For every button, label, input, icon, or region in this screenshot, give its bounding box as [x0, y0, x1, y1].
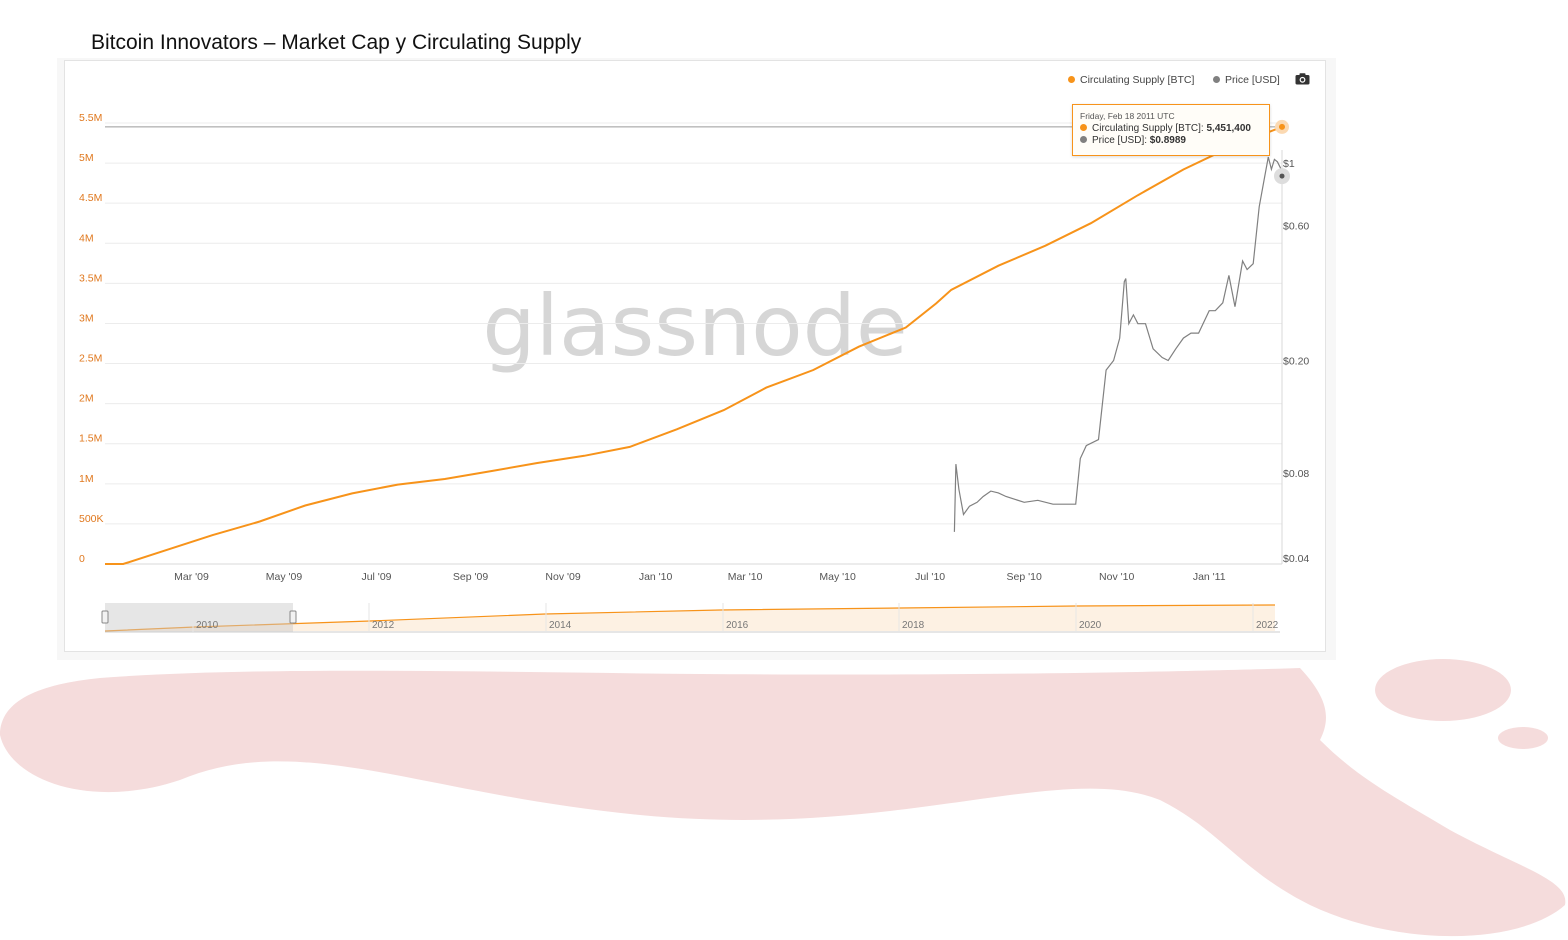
y-left-tick-label: 5M: [79, 152, 94, 164]
navigator-year-label: 2010: [196, 620, 219, 631]
tooltip-supply-label: Circulating Supply [BTC]:: [1092, 122, 1207, 134]
tooltip-price-value: $0.8989: [1149, 135, 1186, 146]
background-blob-circle: [1375, 659, 1511, 721]
x-tick-label: Nov '09: [545, 571, 580, 583]
supply-series-line: [105, 125, 1283, 565]
y-right-tick-label: $1: [1283, 158, 1295, 170]
y-left-tick-label: 3.5M: [79, 272, 102, 284]
tooltip-supply-dot: [1080, 123, 1087, 131]
navigator-area: [105, 605, 1275, 631]
navigator-year-label: 2020: [1079, 620, 1102, 631]
x-tick-label: Nov '10: [1099, 571, 1134, 583]
y-right-tick-label: $0.04: [1283, 553, 1309, 565]
navigator-handle[interactable]: [101, 610, 109, 624]
y-left-tick-label: 2.5M: [79, 353, 102, 365]
y-left-tick-label: 5.5M: [79, 112, 102, 124]
tooltip-supply-row: Circulating Supply [BTC]: 5,451,400: [1080, 123, 1262, 136]
legend-price-label: Price [USD]: [1225, 74, 1280, 86]
navigator-year-label: 2018: [902, 620, 925, 631]
navigator-year-label: 2022: [1256, 620, 1279, 631]
x-tick-label: May '09: [266, 571, 303, 583]
tooltip-supply-value: 5,451,400: [1206, 122, 1252, 134]
watermark: glassnode: [482, 277, 907, 375]
x-tick-label: Jan '11: [1193, 571, 1226, 583]
navigator-handle[interactable]: [289, 610, 297, 624]
data-tooltip: Friday, Feb 18 2011 UTC Circulating Supp…: [1072, 104, 1270, 156]
slide-title: Bitcoin Innovators – Market Cap y Circul…: [91, 31, 582, 54]
y-right-tick-label: $0.08: [1283, 468, 1309, 480]
price-series-line: [953, 156, 1283, 532]
navigator-year-label: 2014: [549, 620, 572, 631]
price-legend-dot: [1213, 76, 1220, 83]
navigator-selection: [105, 603, 293, 632]
background-blob-dot: [1498, 727, 1548, 749]
navigator-supply-line: [104, 604, 1276, 632]
y-left-tick-label: 1M: [79, 473, 94, 485]
y-left-tick-label: 1.5M: [79, 433, 102, 445]
x-tick-label: Mar '10: [728, 571, 763, 583]
x-tick-label: Jan '10: [639, 571, 673, 583]
tooltip-price-row: Price [USD]: $0.8989: [1080, 135, 1262, 148]
y-right-tick-label: $0.20: [1283, 356, 1309, 368]
y-left-tick-label: 2M: [79, 393, 94, 405]
tooltip-date: Friday, Feb 18 2011 UTC: [1080, 111, 1175, 121]
legend-item-price[interactable]: Price [USD]: [1213, 74, 1280, 86]
tooltip-price-dot: [1080, 136, 1087, 143]
supply-legend-dot: [1068, 76, 1075, 83]
y-left-tick-label: 4.5M: [79, 192, 102, 204]
y-left-tick-label: 0: [79, 553, 85, 565]
chart-card: [64, 60, 1326, 652]
x-tick-label: Mar '09: [174, 571, 209, 583]
y-right-tick-label: $0.60: [1283, 221, 1309, 233]
camera-icon[interactable]: [1295, 73, 1310, 85]
legend-item-supply[interactable]: Circulating Supply [BTC]: [1068, 74, 1194, 86]
navigator-year-label: 2012: [372, 620, 395, 631]
x-tick-label: Sep '10: [1007, 571, 1042, 583]
x-tick-label: May '10: [819, 571, 856, 583]
x-tick-label: Jul '09: [361, 571, 391, 583]
y-left-tick-label: 3M: [79, 312, 94, 324]
background-blob-shape: [0, 668, 1566, 937]
navigator-year-label: 2016: [726, 620, 749, 631]
y-left-tick-label: 500K: [79, 513, 104, 525]
price-hover-point: [1279, 173, 1285, 179]
x-tick-label: Jul '10: [915, 571, 945, 583]
supply-hover-point: [1279, 123, 1285, 130]
y-left-tick-label: 4M: [79, 232, 94, 244]
tooltip-price-label: Price [USD]:: [1092, 135, 1150, 146]
x-tick-label: Sep '09: [453, 571, 488, 583]
legend-supply-label: Circulating Supply [BTC]: [1080, 74, 1195, 86]
